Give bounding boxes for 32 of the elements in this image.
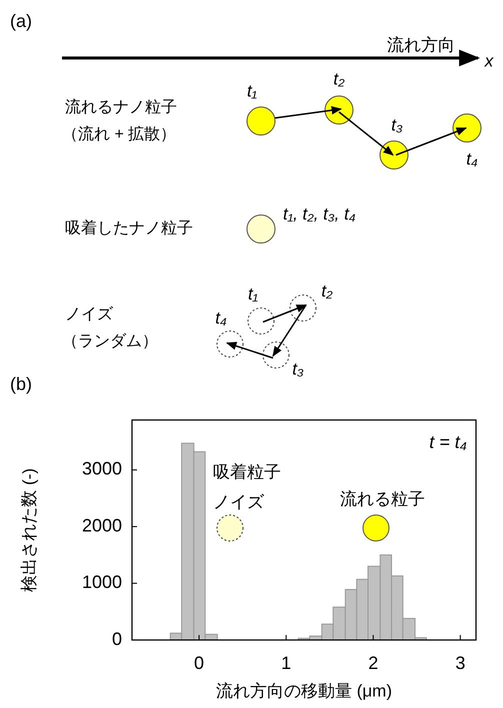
y-axis-title: 検出された数 (-): [19, 468, 38, 592]
text: （流れ + 拡散）: [62, 125, 176, 144]
x-tick-label: 3: [455, 652, 466, 673]
chart-title: (b): [10, 374, 32, 394]
text: t₁: [248, 284, 258, 304]
text: (a): [10, 10, 32, 31]
text: t₃: [391, 115, 403, 134]
text: t₂: [321, 281, 334, 300]
text: x: [484, 51, 494, 70]
x-tick-label: 1: [281, 652, 292, 673]
text: t₁, t₂, t₃, t₄: [283, 204, 356, 224]
annotation: 吸着粒子: [213, 462, 281, 482]
text: 吸着したナノ粒子: [65, 219, 193, 238]
text: t₂: [333, 69, 346, 88]
y-tick-label: 3000: [82, 458, 122, 479]
x-axis-title: 流れ方向の移動量 (μm): [216, 681, 392, 700]
text: t₁: [246, 81, 258, 100]
annotation: ノイズ: [213, 492, 265, 512]
x-tick-label: 0: [194, 652, 204, 673]
y-tick-label: 1000: [82, 572, 122, 592]
text: t₄: [466, 149, 478, 168]
y-tick-label: 0: [112, 628, 122, 649]
x-tick-label: 2: [368, 652, 378, 673]
text: ノイズ: [65, 306, 114, 324]
annotation: 流れる粒子: [340, 489, 425, 508]
text: （ランダム）: [62, 333, 158, 350]
y-tick-label: 2000: [82, 515, 122, 536]
text: 流れ方向: [387, 35, 455, 54]
text: t₄: [215, 308, 227, 328]
text: 流れるナノ粒子: [65, 98, 177, 116]
text: t₃: [292, 359, 304, 378]
annotation: t = t₄: [429, 432, 467, 452]
